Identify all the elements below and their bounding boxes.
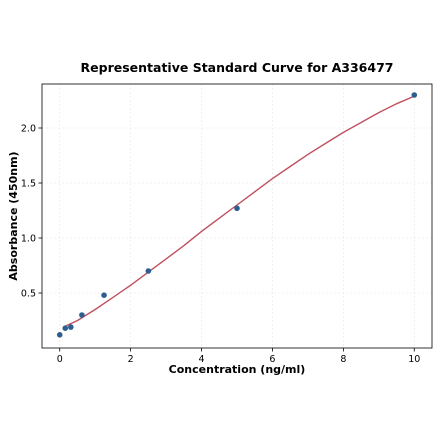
data-point	[68, 324, 74, 330]
x-tick-label: 4	[199, 354, 205, 365]
y-tick-label: 0.5	[21, 289, 36, 300]
data-point	[411, 92, 418, 98]
data-point	[101, 292, 107, 299]
x-tick-label: 6	[269, 354, 275, 365]
x-tick-label: 8	[340, 354, 346, 365]
grid-lines	[42, 84, 432, 348]
y-axis-label: Absorbance (450nm)	[7, 151, 20, 280]
data-point	[62, 325, 69, 332]
data-point	[145, 268, 152, 274]
x-axis-label: Concentration (ng/ml)	[169, 363, 306, 376]
x-tick-label: 0	[57, 354, 63, 365]
y-tick-label: 1.0	[21, 234, 36, 245]
chart-title: Representative Standard Curve for A33647…	[81, 60, 394, 75]
data-point	[56, 332, 63, 338]
plot-area-frame	[41, 83, 433, 349]
y-tick-label: 2.0	[21, 124, 36, 135]
fit-curve-group	[63, 95, 415, 328]
data-point	[79, 312, 85, 318]
x-tick-label: 10	[408, 354, 420, 365]
y-axis-ticks: 0.5 1.0 1.5 2.0	[21, 124, 42, 300]
fit-curve	[63, 95, 415, 328]
x-tick-label: 2	[128, 354, 134, 365]
data-point	[234, 205, 240, 212]
x-axis-ticks: 0 2 4 6 8 10	[57, 348, 420, 365]
y-tick-label: 1.5	[21, 179, 36, 190]
data-points-group	[56, 92, 418, 338]
